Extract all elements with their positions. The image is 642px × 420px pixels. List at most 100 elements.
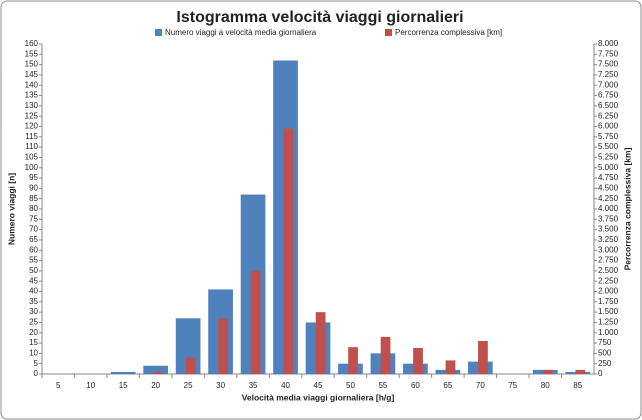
y2-tick-label: 3.000 — [598, 245, 619, 254]
y2-tick-label: 8.000 — [598, 39, 619, 48]
x-tick-label: 5 — [56, 381, 61, 390]
y-tick-label: 145 — [25, 70, 39, 79]
y-tick-label: 85 — [29, 194, 38, 203]
y-tick-label: 130 — [25, 101, 39, 110]
bar — [185, 357, 196, 374]
y2-tick-label: 2.500 — [598, 266, 619, 275]
y-tick-label: 70 — [29, 225, 38, 234]
x-tick-label: 35 — [249, 381, 258, 390]
y-tick-label: 20 — [29, 328, 38, 337]
y2-tick-label: 1.250 — [598, 318, 619, 327]
y2-tick-label: 2.750 — [598, 256, 619, 265]
y2-tick-label: 5.250 — [598, 153, 619, 162]
y-tick-label: 80 — [29, 204, 38, 213]
y2-tick-label: 0 — [598, 369, 603, 378]
bar — [348, 347, 358, 374]
y-tick-label: 60 — [29, 245, 38, 254]
y-tick-label: 50 — [29, 266, 38, 275]
y2-tick-label: 4.250 — [598, 194, 619, 203]
y2-tick-label: 6.250 — [598, 111, 619, 120]
bar — [413, 348, 423, 374]
y-tick-label: 150 — [25, 60, 39, 69]
y-tick-label: 110 — [25, 142, 38, 151]
legend-label: Percorrenza complessiva [km] — [395, 28, 502, 37]
legend-swatch — [155, 29, 162, 36]
y-tick-label: 135 — [25, 91, 39, 100]
y2-tick-label: 7.250 — [598, 70, 619, 79]
y-tick-label: 15 — [29, 338, 38, 347]
y2-axis-label: Percorrenza complessiva [km] — [622, 147, 632, 270]
y2-tick-label: 1.500 — [598, 307, 619, 316]
y-tick-label: 95 — [29, 173, 38, 182]
y2-tick-label: 2.000 — [598, 287, 619, 296]
x-tick-label: 80 — [541, 381, 550, 390]
y2-tick-label: 3.500 — [598, 225, 619, 234]
y-tick-label: 30 — [29, 307, 38, 316]
y-tick-label: 5 — [34, 359, 39, 368]
bar — [543, 369, 553, 374]
y2-tick-label: 7.500 — [598, 60, 619, 69]
x-tick-label: 25 — [184, 381, 193, 390]
y-tick-label: 65 — [29, 235, 38, 244]
y2-tick-label: 6.750 — [598, 91, 619, 100]
y2-tick-label: 6.500 — [598, 101, 619, 110]
y-tick-label: 160 — [25, 39, 39, 48]
y-tick-label: 0 — [34, 369, 39, 378]
bar — [315, 312, 326, 374]
y2-tick-label: 1.000 — [598, 328, 619, 337]
y2-tick-label: 7.750 — [598, 49, 619, 58]
y2-tick-label: 500 — [598, 348, 612, 357]
chart-title: Istogramma velocità viaggi giornalieri — [176, 9, 463, 26]
bar — [478, 341, 488, 374]
bar — [575, 369, 586, 374]
legend-label: Numero viaggi a velocità media giornalie… — [165, 28, 317, 37]
y2-tick-label: 4.000 — [598, 204, 619, 213]
y2-tick-label: 4.750 — [598, 173, 619, 182]
x-tick-label: 60 — [411, 381, 420, 390]
x-tick-label: 15 — [119, 381, 128, 390]
y-tick-label: 100 — [25, 163, 39, 172]
y-tick-label: 55 — [29, 256, 38, 265]
y-tick-label: 25 — [29, 318, 38, 327]
x-axis-label: Velocità media viaggi giornaliera [h/g] — [242, 392, 395, 402]
bar — [153, 371, 164, 374]
y2-tick-label: 2.250 — [598, 276, 619, 285]
legend-swatch — [385, 29, 392, 36]
y2-tick-label: 5.000 — [598, 163, 619, 172]
y-tick-label: 120 — [25, 122, 39, 131]
x-tick-label: 75 — [508, 381, 517, 390]
y2-tick-label: 4.500 — [598, 183, 619, 192]
y-tick-label: 90 — [29, 183, 38, 192]
x-tick-label: 20 — [151, 381, 160, 390]
y-tick-label: 105 — [25, 153, 39, 162]
y2-tick-label: 3.250 — [598, 235, 619, 244]
y-tick-label: 40 — [29, 287, 38, 296]
y-tick-label: 75 — [29, 214, 38, 223]
y2-tick-label: 750 — [598, 338, 612, 347]
y-tick-label: 155 — [25, 49, 39, 58]
x-tick-label: 10 — [86, 381, 95, 390]
y-tick-label: 10 — [29, 348, 38, 357]
x-tick-label: 85 — [573, 381, 582, 390]
x-tick-label: 50 — [346, 381, 355, 390]
bar — [445, 360, 456, 374]
x-tick-label: 65 — [443, 381, 452, 390]
y-tick-label: 115 — [25, 132, 38, 141]
y2-tick-label: 3.750 — [598, 214, 619, 223]
y2-tick-label: 1.750 — [598, 297, 619, 306]
bar — [283, 128, 293, 374]
y-tick-label: 45 — [29, 276, 38, 285]
y2-tick-label: 5.750 — [598, 132, 619, 141]
bar — [110, 371, 136, 374]
x-tick-label: 70 — [476, 381, 485, 390]
y2-tick-label: 6.000 — [598, 122, 619, 131]
x-tick-label: 30 — [216, 381, 225, 390]
y-tick-label: 125 — [25, 111, 39, 120]
y-tick-label: 140 — [25, 80, 39, 89]
y2-tick-label: 7.000 — [598, 80, 619, 89]
x-tick-label: 55 — [378, 381, 387, 390]
x-tick-label: 40 — [281, 381, 290, 390]
bar — [250, 270, 261, 374]
